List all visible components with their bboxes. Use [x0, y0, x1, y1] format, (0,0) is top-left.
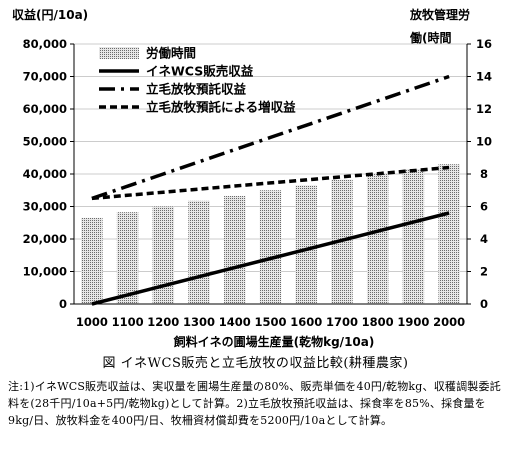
legend-label: 立毛放牧預託収益 [146, 82, 247, 97]
x-tick-label: 1600 [290, 315, 322, 329]
x-tick-label: 1700 [326, 315, 358, 329]
right-tick-label: 6 [480, 200, 488, 214]
left-tick-label: 30,000 [23, 200, 67, 214]
x-tick-labels: 1000 1100 1200 1300 1400 1500 1600 1700 1800 1900… [76, 315, 465, 329]
left-tick-label: 70,000 [23, 70, 67, 84]
line-series [91, 74, 450, 306]
right-tick-label: 4 [480, 232, 488, 246]
bar-labor-hours [438, 164, 460, 304]
right-axis-title-line1: 放牧管理労 [410, 8, 471, 22]
bar-labor-hours [116, 212, 139, 304]
x-tick-label: 1000 [76, 315, 108, 329]
figure-note: 注:1)イネWCS販売収益は、実収量を圃場生産量の80%、販売単価を40円/乾物… [8, 380, 501, 427]
right-tick-label: 2 [480, 265, 488, 279]
x-tick-label: 1100 [112, 315, 144, 329]
right-tick-labels: 0 2 4 6 8 10 12 14 16 [476, 37, 492, 311]
bar-labor-hours [81, 217, 103, 304]
x-tick-label: 1800 [362, 315, 394, 329]
right-tick-label: 14 [476, 70, 492, 84]
line-solid [91, 211, 450, 306]
bar-series [81, 164, 460, 304]
right-tick-label: 8 [480, 167, 488, 181]
legend-label: 立毛放牧預託による増収益 [146, 100, 296, 115]
x-tick-label: 1200 [147, 315, 179, 329]
legend-swatch-bar [99, 47, 139, 59]
left-tick-label: 0 [59, 297, 67, 311]
legend-label: イネWCS販売収益 [146, 64, 254, 79]
bar-labor-hours [295, 185, 317, 304]
right-tick-label: 0 [480, 297, 488, 311]
left-tick-label: 80,000 [23, 37, 67, 51]
x-tick-label: 1300 [183, 315, 215, 329]
line-dashed [91, 165, 450, 201]
x-tick-label: 1900 [397, 315, 429, 329]
left-tick-label: 40,000 [23, 167, 67, 181]
left-tick-label: 60,000 [23, 102, 67, 116]
right-axis-title-line2: 働(時間 [410, 31, 452, 45]
bar-labor-hours [224, 195, 246, 304]
right-axis-title: 放牧管理労 働(時間 [410, 8, 470, 45]
left-tick-labels: 0 10,000 20,000 30,000 40,000 50,000 60,000 70,… [23, 37, 67, 311]
chart-svg: 0 10,000 20,000 30,000 40,000 50,000 60,000 70,… [23, 37, 492, 349]
bar-labor-hours [366, 174, 389, 304]
left-tick-label: 10,000 [23, 265, 67, 279]
axes [70, 43, 471, 305]
bar-labor-hours [402, 169, 425, 304]
left-tick-label: 20,000 [23, 232, 67, 246]
right-tick-label: 16 [476, 37, 492, 51]
left-axis-title: 収益(円/10a) [12, 8, 89, 22]
x-tick-label: 1400 [219, 315, 251, 329]
left-tick-label: 50,000 [23, 135, 67, 149]
x-axis-title: 飼料イネの圃場生産量(乾物kg/10a) [173, 334, 375, 349]
right-tick-label: 12 [476, 102, 492, 116]
x-tick-label: 1500 [254, 315, 286, 329]
bar-labor-hours [152, 206, 175, 304]
figure-caption: 図 イネWCS販売と立毛放牧の収益比較(耕種農家) [102, 356, 409, 371]
line-dashdot [91, 74, 450, 201]
bar-labor-hours [259, 190, 282, 304]
right-tick-label: 10 [476, 135, 492, 149]
x-tick-label: 2000 [433, 315, 465, 329]
legend-label: 労働時間 [146, 46, 196, 61]
bar-labor-hours [188, 200, 210, 304]
